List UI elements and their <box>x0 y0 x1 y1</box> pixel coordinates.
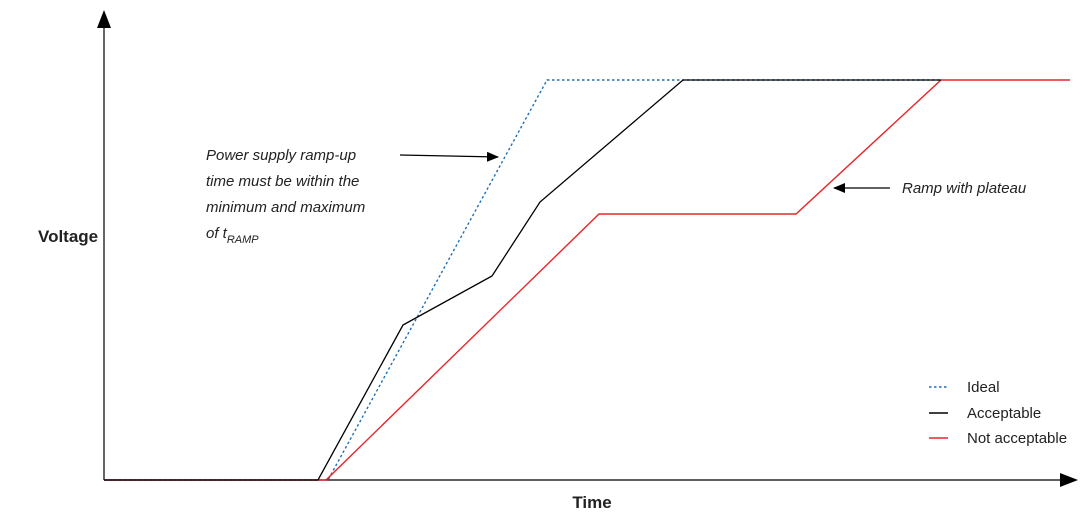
legend-item-acceptable: Acceptable <box>967 405 1041 422</box>
y-axis-title: Voltage <box>38 227 98 246</box>
legend-item-ideal: Ideal <box>967 379 1000 396</box>
ramp-time-line1: Power supply ramp-up <box>206 147 356 164</box>
ramp-time-subscript: RAMP <box>227 234 259 246</box>
ramp-time-line2: time must be within the <box>206 173 359 190</box>
ramp-time-arrow <box>399 151 499 162</box>
x-axis-title: Time <box>572 493 611 512</box>
y-axis-arrow-icon <box>97 10 111 28</box>
x-axis-arrow-icon <box>1060 473 1078 487</box>
ramp-time-line3: minimum and maximum <box>206 199 365 216</box>
not-acceptable-curve <box>104 79 1070 481</box>
ramp-time-annotation: Power supply ramp-up time must be within… <box>206 147 499 246</box>
ramp-time-line4-prefix: of t <box>206 225 228 242</box>
plateau-label: Ramp with plateau <box>902 180 1027 197</box>
plateau-annotation: Ramp with plateau <box>833 180 1027 197</box>
legend-item-not-acceptable: Not acceptable <box>967 430 1067 447</box>
ramp-time-line4: of tRAMP <box>206 225 259 246</box>
acceptable-curve <box>104 79 941 481</box>
ideal-curve <box>104 79 940 481</box>
legend: Ideal Acceptable Not acceptable <box>929 379 1067 447</box>
